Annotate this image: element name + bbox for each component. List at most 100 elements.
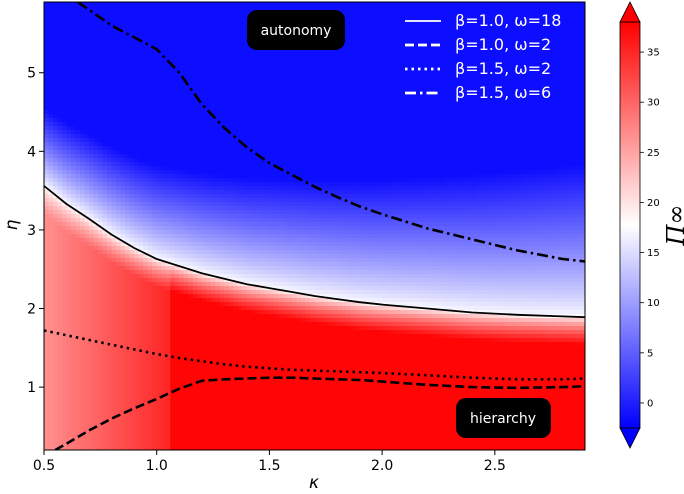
heatmap-cell: [215, 230, 221, 235]
heatmap-cell: [102, 222, 108, 227]
heatmap-cell: [80, 414, 86, 419]
heatmap-cell: [71, 358, 77, 363]
heatmap-cell: [102, 378, 108, 383]
heatmap-cell: [165, 406, 171, 411]
heatmap-cell: [48, 198, 54, 203]
heatmap-cell: [219, 46, 225, 51]
heatmap-cell: [161, 58, 167, 63]
heatmap-cell: [143, 78, 149, 83]
heatmap-cell: [197, 158, 203, 163]
heatmap-cell: [129, 278, 135, 283]
heatmap-cell: [138, 430, 144, 435]
heatmap-cell: [111, 122, 117, 127]
heatmap-cell: [53, 138, 59, 143]
heatmap-cell: [156, 418, 162, 423]
heatmap-cell: [48, 274, 54, 279]
heatmap-cell: [107, 242, 113, 247]
heatmap-cell: [120, 214, 126, 219]
heatmap-cell: [192, 86, 198, 91]
heatmap-cell: [170, 18, 176, 23]
heatmap-cell: [224, 374, 230, 379]
heatmap-cell: [102, 278, 108, 283]
heatmap-cell: [93, 114, 99, 119]
heatmap-cell: [147, 170, 153, 175]
heatmap-cell: [53, 258, 59, 263]
heatmap-cell: [66, 270, 72, 275]
heatmap-cell: [197, 290, 203, 295]
heatmap-cell: [179, 422, 185, 427]
heatmap-cell: [89, 242, 95, 247]
heatmap-cell: [143, 366, 149, 371]
heatmap-cell: [170, 30, 176, 35]
heatmap-cell: [210, 382, 216, 387]
heatmap-cell: [48, 162, 54, 167]
heatmap-cell: [161, 34, 167, 39]
heatmap-cell: [192, 58, 198, 63]
heatmap-cell: [98, 106, 104, 111]
heatmap-cell: [116, 446, 122, 450]
heatmap-cell: [197, 230, 203, 235]
heatmap-cell: [165, 370, 171, 375]
heatmap-cell: [62, 378, 68, 383]
heatmap-cell: [89, 2, 95, 7]
heatmap-cell: [165, 434, 171, 439]
heatmap-cell: [84, 22, 90, 27]
heatmap-cell: [215, 170, 221, 175]
heatmap-cell: [93, 82, 99, 87]
heatmap-cell: [179, 390, 185, 395]
heatmap-cell: [237, 286, 243, 291]
heatmap-cell: [84, 446, 90, 450]
heatmap-cell: [224, 78, 230, 83]
heatmap-cell: [116, 202, 122, 207]
heatmap-cell: [165, 22, 171, 27]
heatmap-cell: [98, 230, 104, 235]
heatmap-cell: [197, 302, 203, 307]
heatmap-cell: [98, 390, 104, 395]
heatmap-cell: [210, 430, 216, 435]
heatmap-cell: [206, 370, 212, 375]
heatmap-cell: [201, 218, 207, 223]
heatmap-cell: [152, 294, 158, 299]
heatmap-cell: [107, 170, 113, 175]
heatmap-cell: [107, 70, 113, 75]
heatmap-cell: [215, 434, 221, 439]
heatmap-cell: [188, 114, 194, 119]
heatmap-cell: [111, 390, 117, 395]
heatmap-cell: [120, 114, 126, 119]
heatmap-cell: [206, 258, 212, 263]
heatmap-cell: [143, 126, 149, 131]
heatmap-cell: [129, 266, 135, 271]
heatmap-cell: [161, 290, 167, 295]
heatmap-cell: [48, 358, 54, 363]
heatmap-cell: [98, 434, 104, 439]
heatmap-cell: [143, 342, 149, 347]
heatmap-cell: [66, 98, 72, 103]
heatmap-cell: [98, 114, 104, 119]
heatmap-cell: [161, 14, 167, 19]
heatmap-cell: [62, 114, 68, 119]
heatmap-cell: [66, 330, 72, 335]
heatmap-cell: [156, 342, 162, 347]
heatmap-cell: [129, 378, 135, 383]
heatmap-cell: [143, 378, 149, 383]
heatmap-cell: [125, 126, 131, 131]
heatmap-cell: [44, 106, 50, 111]
heatmap-cell: [237, 14, 243, 19]
heatmap-cell: [233, 318, 239, 323]
heatmap-cell: [93, 74, 99, 79]
heatmap-cell: [143, 26, 149, 31]
heatmap-cell: [102, 2, 108, 7]
heatmap-cell: [111, 338, 117, 343]
heatmap-cell: [206, 298, 212, 303]
heatmap-cell: [215, 54, 221, 59]
heatmap-cell: [161, 142, 167, 147]
heatmap-cell: [125, 190, 131, 195]
heatmap-cell: [147, 322, 153, 327]
heatmap-cell: [143, 330, 149, 335]
heatmap-cell: [188, 322, 194, 327]
heatmap-cell: [188, 302, 194, 307]
heatmap-cell: [156, 182, 162, 187]
heatmap-cell: [89, 322, 95, 327]
heatmap-cell: [201, 82, 207, 87]
heatmap-cell: [125, 270, 131, 275]
